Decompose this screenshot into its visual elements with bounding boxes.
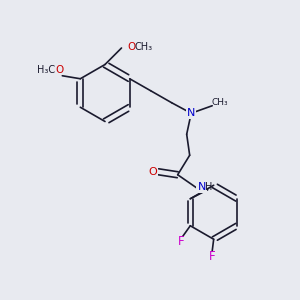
Text: N: N <box>187 108 195 118</box>
Text: O: O <box>127 41 136 52</box>
Text: O: O <box>55 65 63 75</box>
Text: H₃C: H₃C <box>37 65 55 75</box>
Text: CH₃: CH₃ <box>212 98 228 107</box>
Text: F: F <box>178 235 184 248</box>
Text: H: H <box>205 182 212 192</box>
Text: F: F <box>209 250 215 263</box>
Text: N: N <box>197 182 206 192</box>
Text: CH₃: CH₃ <box>135 41 153 52</box>
Text: O: O <box>148 167 157 177</box>
